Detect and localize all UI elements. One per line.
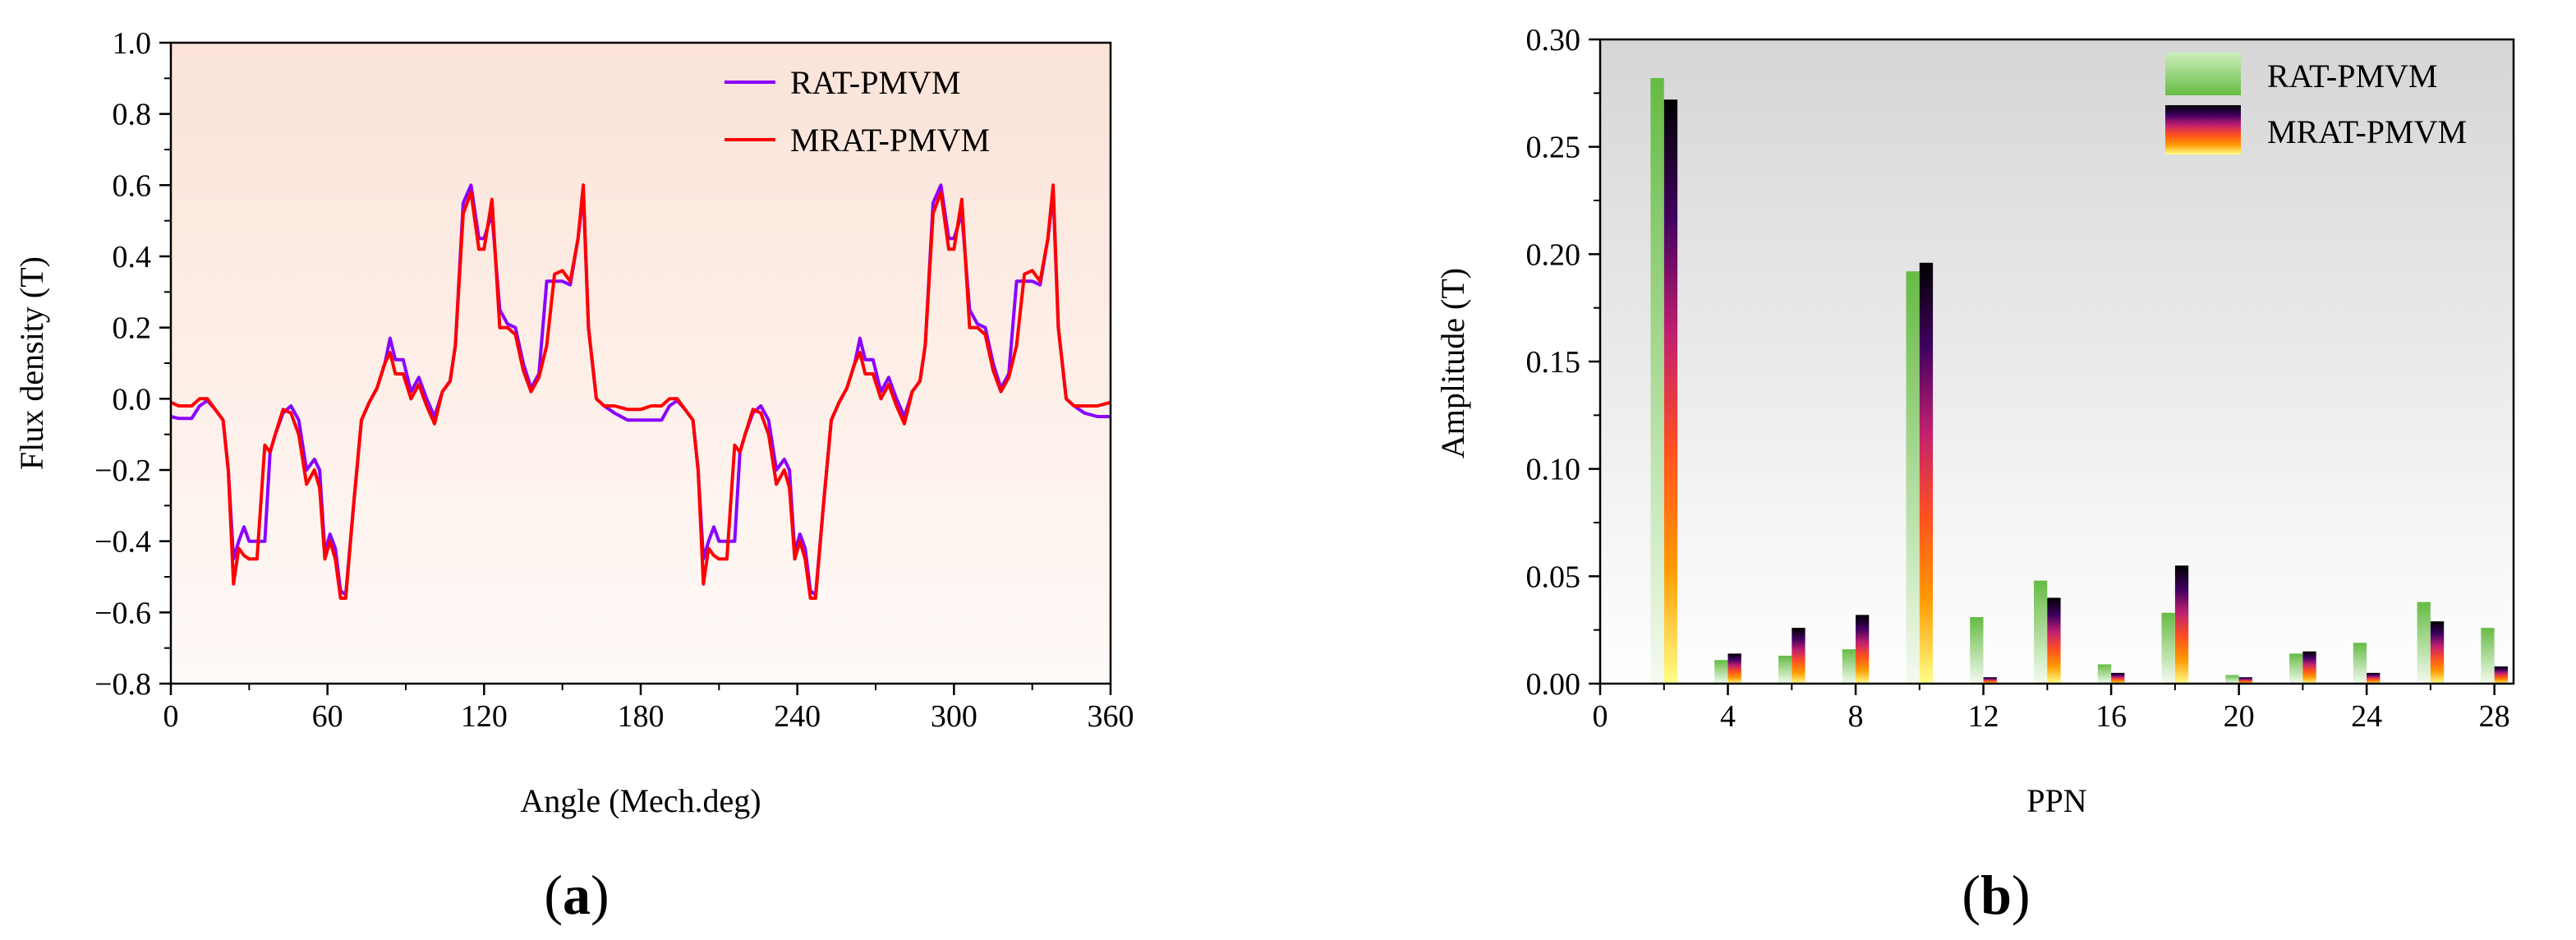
bar-rat-pmvm-ppn-2 <box>1650 78 1664 684</box>
bar-rat-pmvm-ppn-10 <box>1906 271 1920 684</box>
plot-b-bars <box>1650 78 2508 684</box>
plot-a-x-axis-label: Angle (Mech.deg) <box>520 782 761 819</box>
bar-rat-pmvm-ppn-22 <box>2289 653 2303 684</box>
x-tick-label: 360 <box>1088 699 1134 734</box>
y-tick-label: 0.10 <box>1526 453 1581 487</box>
y-tick-label: 0.15 <box>1526 345 1581 380</box>
legend-swatch-mrat-pmvm <box>2165 105 2241 154</box>
legend-swatch-rat-pmvm <box>2165 53 2241 95</box>
bar-mrat-pmvm-ppn-28 <box>2494 666 2508 684</box>
x-tick-label: 20 <box>2224 699 2255 734</box>
bar-mrat-pmvm-ppn-20 <box>2238 677 2252 684</box>
legend-label-mrat-pmvm-bars: MRAT-PMVM <box>2267 113 2467 150</box>
y-tick-label: 0.05 <box>1526 560 1581 594</box>
plot-b-background <box>1600 39 2514 684</box>
y-tick-label: 0.2 <box>113 311 152 346</box>
plot-a-background <box>171 43 1111 684</box>
bar-mrat-pmvm-ppn-4 <box>1727 653 1741 684</box>
bar-rat-pmvm-ppn-6 <box>1778 656 1792 684</box>
x-tick-label: 24 <box>2351 699 2382 734</box>
x-tick-label: 16 <box>2095 699 2127 734</box>
series-line-mrat-pmvm <box>170 183 1111 600</box>
y-tick-label: 0.00 <box>1526 667 1581 702</box>
y-tick-label: −0.4 <box>94 525 151 560</box>
bar-mrat-pmvm-ppn-22 <box>2302 651 2316 684</box>
bar-rat-pmvm-ppn-12 <box>1970 617 1984 684</box>
bar-mrat-pmvm-ppn-2 <box>1663 99 1678 684</box>
plot-b-legend: RAT-PMVM MRAT-PMVM <box>2165 53 2467 154</box>
bar-rat-pmvm-ppn-20 <box>2225 675 2239 684</box>
x-tick-label: 0 <box>1593 699 1608 734</box>
plot-a-ticks: 0 60 120 180 240 300 360 −0.8 −0.6 −0.4 −0.2 0.0 0.2… <box>94 26 1134 734</box>
y-tick-label: −0.8 <box>94 667 151 702</box>
y-tick-label: −0.6 <box>94 596 151 630</box>
x-tick-label: 300 <box>931 699 978 734</box>
x-tick-label: 180 <box>618 699 665 734</box>
y-tick-label: 0.8 <box>113 98 152 132</box>
y-tick-label: 0.0 <box>113 382 152 417</box>
bar-rat-pmvm-ppn-24 <box>2353 643 2367 684</box>
x-tick-label: 0 <box>163 699 179 734</box>
legend-label-rat-pmvm: RAT-PMVM <box>790 64 960 101</box>
y-tick-label: 1.0 <box>113 26 152 61</box>
bar-rat-pmvm-ppn-8 <box>1842 649 1856 684</box>
x-tick-label: 12 <box>1968 699 1999 734</box>
panel-a-line-chart: 0 60 120 180 240 300 360 −0.8 −0.6 −0.4 −0.2 0.0 0.2… <box>13 26 1134 926</box>
y-tick-label: 0.30 <box>1526 23 1581 58</box>
bar-rat-pmvm-ppn-26 <box>2417 601 2431 684</box>
legend-label-mrat-pmvm: MRAT-PMVM <box>790 122 990 159</box>
bar-mrat-pmvm-ppn-6 <box>1792 628 1806 684</box>
bar-mrat-pmvm-ppn-18 <box>2174 565 2189 684</box>
legend-label-rat-pmvm-bars: RAT-PMVM <box>2267 58 2437 94</box>
bar-rat-pmvm-ppn-4 <box>1714 660 1728 684</box>
bar-mrat-pmvm-ppn-10 <box>1919 262 1934 684</box>
panel-a-caption: (a) <box>544 864 609 926</box>
y-tick-label: 0.20 <box>1526 237 1581 272</box>
bar-rat-pmvm-ppn-14 <box>2034 580 2048 684</box>
panel-b-bar-chart: 0 4 8 12 16 20 24 28 0.00 0.05 0.10 0.15 0.20 0.25 0.3… <box>1434 23 2515 926</box>
plot-a-legend: RAT-PMVM MRAT-PMVM <box>724 64 990 159</box>
x-tick-label: 120 <box>461 699 508 734</box>
bar-mrat-pmvm-ppn-8 <box>1856 615 1870 684</box>
bar-mrat-pmvm-ppn-12 <box>1983 677 1997 684</box>
plot-a-series <box>170 183 1111 600</box>
plot-b-x-axis-label: PPN <box>2026 782 2086 819</box>
bar-rat-pmvm-ppn-18 <box>2161 612 2175 684</box>
y-tick-label: 0.4 <box>113 240 152 274</box>
bar-mrat-pmvm-ppn-16 <box>2111 672 2125 684</box>
x-tick-label: 60 <box>312 699 343 734</box>
bar-rat-pmvm-ppn-28 <box>2481 628 2495 684</box>
x-tick-label: 4 <box>1720 699 1736 734</box>
panel-b-caption: (b) <box>1962 864 2030 926</box>
bar-mrat-pmvm-ppn-24 <box>2367 672 2380 684</box>
bar-rat-pmvm-ppn-16 <box>2097 664 2112 684</box>
bar-mrat-pmvm-ppn-26 <box>2430 621 2445 684</box>
y-tick-label: 0.6 <box>113 168 152 203</box>
plot-a-y-axis-label: Flux density (T) <box>13 256 50 470</box>
x-tick-label: 28 <box>2479 699 2510 734</box>
x-tick-label: 240 <box>774 699 821 734</box>
y-tick-label: −0.2 <box>94 454 151 488</box>
y-tick-label: 0.25 <box>1526 131 1581 165</box>
bar-mrat-pmvm-ppn-14 <box>2047 597 2061 684</box>
plot-b-y-axis-label: Amplitude (T) <box>1434 268 1471 458</box>
x-tick-label: 8 <box>1848 699 1864 734</box>
plot-b-ticks: 0 4 8 12 16 20 24 28 0.00 0.05 0.10 0.15 0.20 0.25 0.3… <box>1526 23 2510 734</box>
